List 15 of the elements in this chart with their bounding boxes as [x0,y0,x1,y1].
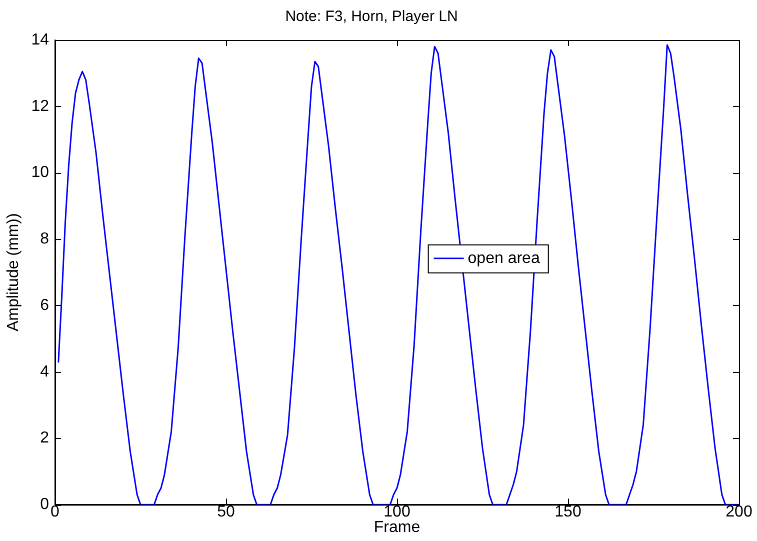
y-tick-label: 8 [40,230,50,248]
x-tick-label: 150 [554,504,582,521]
chart-title: Note: F3, Horn, Player LN [285,8,458,26]
y-tick-label: 2 [40,430,50,447]
x-tick-label: 200 [726,504,752,521]
y-tick-label: 10 [31,164,50,182]
legend-label: open area [468,250,540,267]
x-tick-label: 100 [384,504,410,521]
y-tick-label: 14 [31,31,50,48]
y-tick-label: 4 [40,363,50,380]
y-tick-label: 12 [31,98,50,115]
y-tick-label: 6 [40,296,50,314]
y-axis-title: Amplitude (mm)) [5,213,22,332]
x-axis-title: Frame [374,518,420,536]
x-tick-label: 50 [217,504,235,521]
